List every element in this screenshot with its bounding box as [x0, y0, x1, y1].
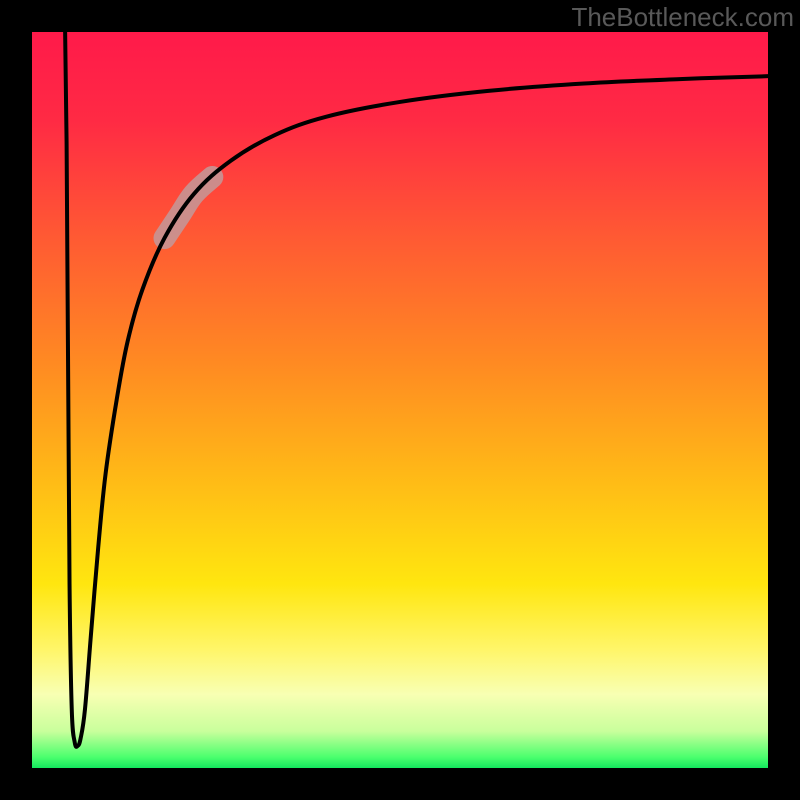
chart-canvas — [0, 0, 800, 800]
watermark-text: TheBottleneck.com — [571, 2, 794, 33]
plot-gradient-background — [32, 32, 768, 768]
bottleneck-chart: TheBottleneck.com — [0, 0, 800, 800]
